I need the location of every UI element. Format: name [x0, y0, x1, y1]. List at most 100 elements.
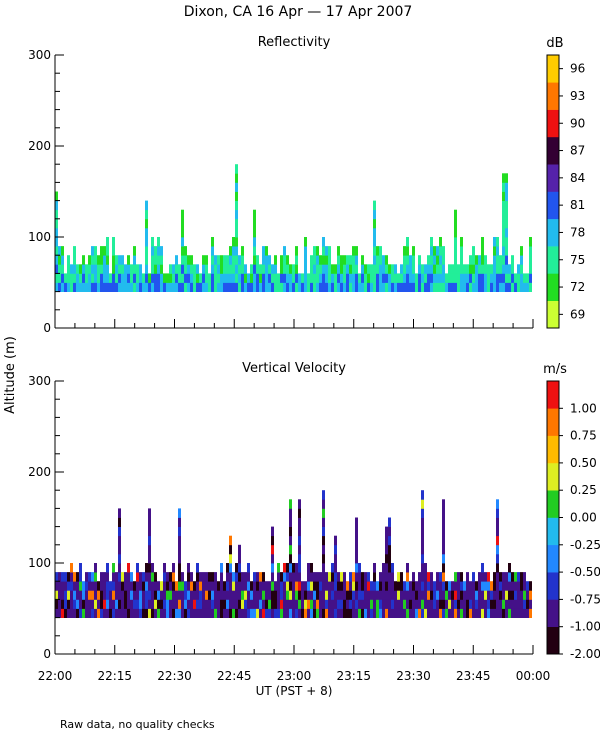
echo-cell	[337, 273, 340, 283]
echo-cell	[175, 282, 178, 292]
echo-cell	[301, 608, 304, 618]
echo-cell	[196, 264, 199, 274]
echo-cell	[373, 246, 376, 256]
echo-cell	[322, 237, 325, 247]
echo-cell	[421, 581, 424, 591]
echo-cell	[253, 237, 256, 247]
echo-cell	[505, 273, 508, 283]
echo-cell	[82, 273, 85, 283]
echo-cell	[121, 572, 124, 582]
echo-cell	[391, 264, 394, 274]
colorbar-swatch	[547, 544, 559, 573]
echo-cell	[295, 273, 298, 283]
echo-cell	[235, 581, 238, 591]
echo-cell	[292, 264, 295, 274]
y-tick-label: 200	[28, 139, 51, 153]
colorbar-tick-label: -0.25	[570, 538, 600, 552]
echo-cell	[367, 282, 370, 292]
echo-cell	[349, 273, 352, 283]
echo-cell	[325, 282, 328, 292]
echo-cell	[82, 608, 85, 618]
echo-cell	[310, 572, 313, 582]
echo-cell	[292, 563, 295, 573]
echo-cell	[91, 246, 94, 256]
echo-cell	[346, 590, 349, 600]
echo-cell	[178, 544, 181, 555]
echo-cell	[97, 255, 100, 265]
echo-cell	[190, 282, 193, 292]
echo-cell	[316, 599, 319, 609]
echo-cell	[235, 282, 238, 292]
echo-cell	[397, 282, 400, 292]
echo-cell	[421, 553, 424, 564]
echo-cell	[331, 608, 334, 618]
echo-cell	[415, 273, 418, 283]
echo-cell	[502, 218, 505, 229]
echo-cell	[235, 164, 238, 174]
echo-cell	[454, 237, 457, 247]
echo-cell	[154, 599, 157, 609]
echo-cell	[271, 608, 274, 618]
echo-cell	[424, 273, 427, 283]
echo-cell	[67, 599, 70, 609]
echo-cell	[442, 246, 445, 256]
echo-cell	[478, 282, 481, 292]
echo-cell	[127, 264, 130, 274]
echo-cell	[211, 255, 214, 265]
echo-cell	[478, 255, 481, 265]
colorbar-tick-label: 87	[570, 144, 585, 158]
echo-cell	[373, 273, 376, 283]
echo-cell	[313, 581, 316, 591]
echo-cell	[358, 273, 361, 283]
echo-cell	[334, 608, 337, 618]
echo-cell	[529, 255, 532, 265]
echo-cell	[448, 590, 451, 600]
echo-cell	[244, 282, 247, 292]
echo-cell	[100, 255, 103, 265]
echo-cell	[100, 590, 103, 600]
echo-cell	[169, 599, 172, 609]
echo-cell	[229, 590, 232, 600]
echo-cell	[433, 599, 436, 609]
echo-cell	[253, 590, 256, 600]
echo-cell	[481, 590, 484, 600]
echo-cell	[352, 246, 355, 256]
echo-cell	[412, 246, 415, 256]
echo-cell	[496, 553, 499, 564]
echo-cell	[259, 273, 262, 283]
echo-cell	[388, 553, 391, 564]
echo-cell	[355, 590, 358, 600]
echo-cell	[271, 526, 274, 537]
echo-cell	[205, 273, 208, 283]
echo-cell	[511, 572, 514, 582]
echo-cell	[334, 563, 337, 573]
echo-cell	[466, 572, 469, 582]
echo-cell	[382, 581, 385, 591]
echo-cell	[355, 563, 358, 573]
echo-cell	[196, 282, 199, 292]
echo-cell	[505, 227, 508, 238]
echo-cell	[70, 590, 73, 600]
echo-cell	[508, 273, 511, 283]
echo-cell	[433, 282, 436, 292]
echo-cell	[301, 581, 304, 591]
echo-cell	[340, 581, 343, 591]
echo-cell	[160, 246, 163, 256]
echo-cell	[472, 273, 475, 283]
echo-cell	[529, 237, 532, 247]
echo-cell	[184, 282, 187, 292]
echo-cell	[517, 581, 520, 591]
echo-cell	[145, 608, 148, 618]
echo-cell	[505, 209, 508, 220]
echo-cell	[430, 590, 433, 600]
echo-cell	[229, 255, 232, 265]
echo-cell	[397, 608, 400, 618]
echo-cell	[463, 599, 466, 609]
panel-title: Reflectivity	[258, 35, 331, 50]
echo-cell	[382, 599, 385, 609]
echo-cell	[142, 273, 145, 283]
echo-cell	[313, 246, 316, 256]
echo-cell	[439, 599, 442, 609]
y-tick-label: 100	[28, 230, 51, 244]
echo-cell	[235, 572, 238, 582]
